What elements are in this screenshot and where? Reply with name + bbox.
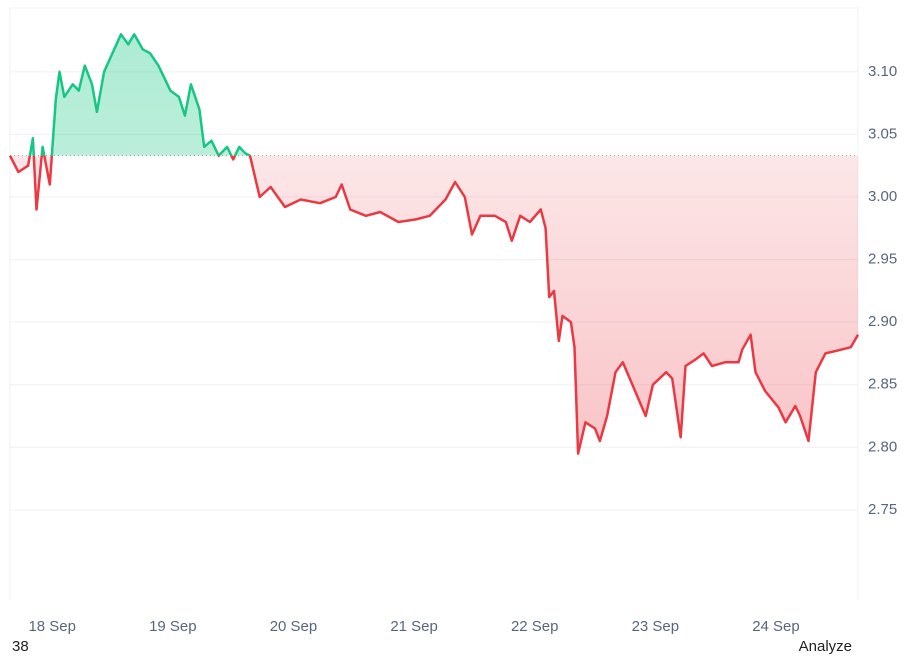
x-tick-label: 19 Sep <box>149 618 197 635</box>
y-tick-label: 2.75 <box>868 501 897 518</box>
y-tick-label: 3.10 <box>868 63 897 80</box>
y-tick-label: 2.85 <box>868 376 897 393</box>
y-tick-label: 2.90 <box>868 313 897 330</box>
y-tick-label: 3.00 <box>868 188 897 205</box>
x-tick-label: 22 Sep <box>511 618 559 635</box>
price-line-up <box>10 33 252 156</box>
x-tick-label: 24 Sep <box>752 618 800 635</box>
x-tick-label: 23 Sep <box>632 618 680 635</box>
area-down <box>10 155 858 454</box>
x-tick-label: 20 Sep <box>270 618 318 635</box>
x-tick-label: 21 Sep <box>390 618 438 635</box>
area-up <box>10 34 858 156</box>
y-tick-label: 2.80 <box>868 438 897 455</box>
x-tick-label: 18 Sep <box>28 618 76 635</box>
footer-left: 38 <box>12 638 29 655</box>
analyze-link[interactable]: Analyze <box>799 638 852 655</box>
price-line-down <box>8 155 860 455</box>
y-tick-label: 3.05 <box>868 125 897 142</box>
y-tick-label: 2.95 <box>868 251 897 268</box>
